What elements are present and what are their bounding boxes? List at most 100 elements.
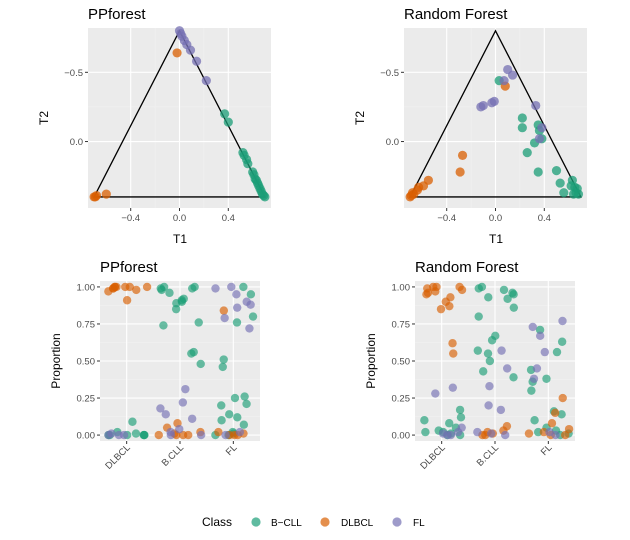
point-fl: [178, 398, 188, 407]
panel-title: Random Forest: [404, 6, 508, 23]
point-b-cll: [455, 405, 465, 415]
point-dlbcl: [524, 429, 534, 438]
ppforest-ternary-panel: PPforest −0.4 0.0 0.4 −0.5 0.0 T1 T2: [37, 6, 271, 246]
point-fl: [181, 384, 190, 394]
y-axis-label: Proportion: [49, 333, 63, 388]
point-fl: [196, 430, 206, 440]
point-fl: [245, 324, 254, 333]
point-fl: [156, 404, 165, 413]
point-dlbcl: [110, 282, 119, 292]
x-tick-label: 0.4: [222, 213, 235, 224]
point-b-cll: [484, 293, 493, 302]
point-dlbcl: [423, 175, 433, 185]
point-fl: [497, 346, 506, 355]
point-b-cll: [243, 159, 253, 169]
point-b-cll: [190, 282, 199, 292]
point-b-cll: [194, 318, 203, 327]
point-fl: [438, 429, 448, 438]
point-b-cll: [479, 367, 488, 376]
x-tick-label: B.CLL: [475, 442, 501, 468]
point-b-cll: [483, 349, 493, 358]
point-b-cll: [128, 417, 137, 426]
point-b-cll: [219, 355, 228, 364]
random-forest-proportion-panel: Random Forest 0.00 0.25 0.50 0.75 1.00 DLBCL B…: [364, 259, 575, 472]
point-b-cll: [232, 318, 242, 327]
point-b-cll: [542, 374, 551, 383]
point-dlbcl: [172, 48, 182, 58]
y-tick-label: −0.5: [380, 68, 399, 79]
point-fl: [487, 429, 496, 438]
point-b-cll: [522, 148, 532, 158]
legend-title: Class: [202, 515, 232, 529]
point-b-cll: [171, 304, 181, 314]
point-b-cll: [487, 336, 497, 345]
point-fl: [175, 424, 184, 434]
y-axis-label: Proportion: [364, 333, 378, 388]
y-axis-label: T2: [37, 111, 51, 125]
point-b-cll: [559, 188, 569, 198]
point-fl: [545, 427, 554, 437]
x-tick-label: 0.0: [489, 213, 502, 224]
point-b-cll: [473, 346, 483, 355]
point-dlbcl: [142, 282, 152, 292]
ppforest-proportion-panel: PPforest 0.00 0.25 0.50 0.75 1.00 DLBCL B.CLL F…: [49, 259, 260, 472]
point-b-cll: [557, 337, 567, 346]
point-dlbcl: [91, 190, 102, 201]
point-dlbcl: [104, 287, 113, 296]
y-tick-label: 0.25: [392, 394, 411, 405]
x-tick-label: −0.4: [121, 213, 140, 224]
point-fl: [446, 430, 456, 440]
y-tick-label: 0.0: [70, 137, 83, 148]
point-dlbcl: [561, 430, 570, 440]
point-fl: [535, 331, 545, 341]
x-tick-label: FL: [539, 442, 555, 458]
point-b-cll: [571, 188, 581, 198]
point-fl: [185, 45, 196, 55]
point-dlbcl: [436, 304, 446, 314]
point-dlbcl: [431, 287, 440, 296]
point-b-cll: [196, 359, 205, 369]
point-fl: [176, 28, 186, 39]
point-fl: [528, 322, 537, 332]
legend: Class B−CLL DLBCL FL: [202, 515, 425, 529]
point-b-cll: [248, 312, 258, 321]
point-b-cll: [509, 303, 519, 312]
legend-key-fl: [392, 517, 402, 527]
point-fl: [220, 313, 229, 323]
x-axis-label: T1: [489, 232, 503, 246]
point-fl: [235, 427, 245, 437]
point-fl: [499, 76, 509, 86]
y-tick-label: 1.00: [77, 282, 96, 293]
point-fl: [227, 282, 236, 292]
point-fl: [532, 364, 542, 373]
point-dlbcl: [455, 167, 465, 177]
point-b-cll: [445, 419, 454, 428]
point-b-cll: [239, 420, 249, 429]
point-b-cll: [240, 392, 249, 401]
x-tick-label: FL: [224, 442, 240, 458]
point-dlbcl: [132, 285, 141, 295]
point-dlbcl: [448, 339, 457, 348]
point-b-cll: [165, 288, 174, 298]
point-fl: [104, 430, 113, 440]
y-tick-label: 0.25: [77, 394, 96, 405]
point-dlbcl: [457, 150, 468, 160]
point-dlbcl: [121, 282, 130, 292]
point-b-cll: [535, 325, 545, 335]
point-dlbcl: [184, 430, 193, 440]
point-dlbcl: [214, 427, 223, 437]
point-fl: [211, 284, 220, 293]
point-fl: [496, 405, 506, 415]
point-dlbcl: [547, 419, 557, 428]
point-b-cll: [555, 178, 565, 188]
x-axis-label: T1: [173, 232, 187, 246]
point-b-cll: [239, 282, 248, 292]
y-tick-label: 0.75: [77, 319, 96, 330]
point-fl: [529, 374, 539, 383]
point-b-cll: [527, 386, 536, 395]
point-dlbcl: [457, 285, 467, 295]
point-dlbcl: [550, 408, 560, 418]
legend-key-dlbcl: [320, 517, 330, 527]
point-fl: [191, 56, 202, 66]
point-fl: [473, 427, 482, 437]
